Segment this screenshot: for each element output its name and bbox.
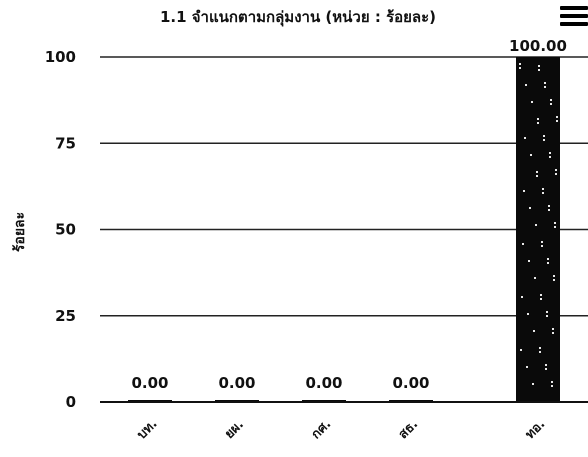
y-axis-label: ร้อยละ xyxy=(12,212,28,252)
bar-texture-dot xyxy=(531,101,533,103)
y-tick-label: 50 xyxy=(55,221,76,239)
bar-texture-dot xyxy=(534,277,536,279)
bar-texture-dot xyxy=(549,156,551,158)
bar-texture-dot xyxy=(548,205,550,207)
bar-texture-dot xyxy=(539,347,541,349)
y-tick-label: 25 xyxy=(55,307,76,325)
bar-texture-dot xyxy=(521,296,523,298)
bar-texture-dot xyxy=(543,135,545,137)
bar-texture-dot xyxy=(525,84,527,86)
data-label: 0.00 xyxy=(305,374,342,392)
bar-texture-dot xyxy=(552,332,554,334)
bar-texture-dot xyxy=(541,241,543,243)
x-tick-label: กศ. xyxy=(309,417,335,443)
bar-texture-dot xyxy=(520,349,522,351)
hamburger-menu-icon[interactable] xyxy=(560,6,588,30)
bar-texture-dot xyxy=(524,137,526,139)
bar-texture-dot xyxy=(529,207,531,209)
bar-texture-dot xyxy=(530,154,532,156)
bar-texture-dot xyxy=(536,175,538,177)
bar-texture-dot xyxy=(527,313,529,315)
bar-texture-dot xyxy=(528,260,530,262)
data-label: 0.00 xyxy=(392,374,429,392)
bar-texture-dot xyxy=(541,245,543,247)
bar-texture-dot xyxy=(542,188,544,190)
bar-texture-dot xyxy=(554,226,556,228)
x-tick-label: ยผ. xyxy=(222,417,247,442)
bar-texture-dot xyxy=(551,385,553,387)
bar-texture-dot xyxy=(532,383,534,385)
data-label: 100.00 xyxy=(509,37,567,55)
bar-texture-dot xyxy=(538,65,540,67)
y-tick-label: 75 xyxy=(55,134,76,152)
bar-texture-dot xyxy=(552,328,554,330)
bar-texture-dot xyxy=(542,192,544,194)
bar-texture-dot xyxy=(549,152,551,154)
bar-texture-dot xyxy=(545,364,547,366)
bar-texture-dot xyxy=(548,209,550,211)
bar-texture-dot xyxy=(539,351,541,353)
bar-texture-dot xyxy=(553,275,555,277)
data-label: 0.00 xyxy=(218,374,255,392)
bar-texture-dot xyxy=(553,279,555,281)
bar-texture-dot xyxy=(550,99,552,101)
bar-texture-dot xyxy=(537,118,539,120)
bar-texture-dot xyxy=(554,222,556,224)
y-tick-label: 100 xyxy=(45,48,76,66)
bar-texture-dot xyxy=(556,120,558,122)
bar-texture-dot xyxy=(543,139,545,141)
bar-texture-dot xyxy=(536,171,538,173)
chart-title: 1.1 จำแนกตามกลุ่มงาน (หน่วย : ร้อยละ) xyxy=(160,8,436,27)
bar-texture-dot xyxy=(555,173,557,175)
bar-texture-dot xyxy=(538,69,540,71)
x-tick-label: บท. xyxy=(135,417,161,443)
y-tick-label: 0 xyxy=(66,393,76,411)
bar-texture-dot xyxy=(533,330,535,332)
bar-texture-dot xyxy=(551,381,553,383)
bar-texture-dot xyxy=(555,169,557,171)
bar-texture-dot xyxy=(522,243,524,245)
bar-texture-dot xyxy=(526,366,528,368)
bar-texture-dot xyxy=(547,262,549,264)
bar-texture-dot xyxy=(550,103,552,105)
bar-texture-dot xyxy=(523,190,525,192)
bar-texture-dot xyxy=(546,311,548,313)
bar-texture-dot xyxy=(544,86,546,88)
bar-texture-dot xyxy=(540,294,542,296)
bar-texture-dot xyxy=(556,116,558,118)
bar-texture-dot xyxy=(547,258,549,260)
bar-texture-dot xyxy=(537,122,539,124)
bar-texture-dot xyxy=(535,224,537,226)
x-tick-label: ทอ. xyxy=(523,417,549,443)
bar[interactable] xyxy=(516,57,560,402)
bar-texture-dot xyxy=(545,368,547,370)
bar-texture-dot xyxy=(519,67,521,69)
bar-texture-dot xyxy=(540,298,542,300)
bar-texture-dot xyxy=(519,63,521,65)
data-label: 0.00 xyxy=(131,374,168,392)
x-tick-label: สธ. xyxy=(396,417,421,442)
bar-texture-dot xyxy=(546,315,548,317)
bar-texture-dot xyxy=(544,82,546,84)
